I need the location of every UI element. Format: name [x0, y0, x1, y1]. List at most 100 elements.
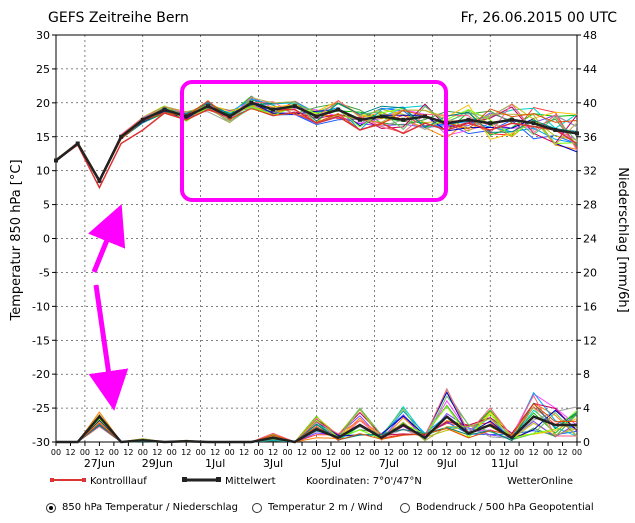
x-hour-label: 00 [340, 448, 350, 457]
x-hour-label: 12 [384, 448, 394, 457]
x-hour-label: 00 [51, 448, 61, 457]
chart-title: GEFS Zeitreihe Bern [48, 10, 189, 26]
x-date-label: 1Jul [205, 457, 225, 470]
mean-temp-point [423, 114, 427, 119]
option-850hpa-temp-precip[interactable]: 850 hPa Temperatur / Niederschlag [46, 502, 238, 513]
x-hour-label: 12 [355, 448, 365, 457]
x-hour-label: 12 [210, 448, 220, 457]
legend-mean-marker-end [216, 477, 221, 482]
y-tick-label: -15 [32, 334, 50, 347]
option-label: Bodendruck / 500 hPa Geopotential [416, 502, 594, 513]
x-hour-label: 00 [80, 448, 90, 457]
radio-icon [252, 502, 262, 513]
x-hour-label: 12 [557, 448, 567, 457]
y-tick-label: 10 [36, 165, 50, 178]
legend-mean-label: Mittelwert [225, 476, 276, 487]
y2-tick-label: 40 [583, 97, 597, 110]
x-hour-label: 00 [514, 448, 524, 457]
y-tick-label: 25 [36, 63, 50, 76]
member-temp-line [55, 95, 578, 183]
x-hour-label: 12 [442, 448, 452, 457]
y-tick-label: 20 [36, 97, 50, 110]
legend-mean-marker [182, 477, 187, 482]
mean-temp-point [184, 114, 189, 119]
y2-tick-label: 4 [583, 402, 590, 415]
x-hour-label: 12 [94, 448, 104, 457]
x-hour-label: 12 [297, 448, 307, 457]
x-hour-label: 12 [152, 448, 162, 457]
x-hour-label: 00 [167, 448, 177, 457]
mean-temp-point [488, 121, 493, 126]
y-tick-label: -5 [39, 266, 50, 279]
coordinates-label: Koordinaten: 7°0'/47°N [306, 476, 422, 487]
legend-control-marker-end [82, 478, 86, 482]
y2-tick-label: 44 [583, 63, 597, 76]
y-axis-label: Temperatur 850 hPa [°C] [9, 159, 24, 321]
y-tick-label: -20 [32, 368, 50, 381]
y-tick-label: 15 [36, 131, 50, 144]
mean-temp-point [54, 158, 58, 163]
legend-control-marker [50, 478, 54, 482]
arrow-up [88, 204, 126, 273]
x-hour-label: 12 [528, 448, 538, 457]
x-hour-label: 00 [485, 448, 495, 457]
x-hour-label: 12 [413, 448, 423, 457]
mean-temp-point [271, 107, 276, 112]
mean-temp-point [509, 117, 514, 122]
x-hour-label: 12 [268, 448, 278, 457]
x-hour-label: 00 [427, 448, 437, 457]
legend-control-label: Kontrolllauf [90, 476, 147, 487]
y2-tick-label: 48 [583, 29, 597, 42]
x-hour-label: 00 [109, 448, 119, 457]
mean-temp-point [227, 114, 232, 119]
x-date-label: 9Jul [437, 457, 457, 470]
y2-tick-label: 28 [583, 199, 597, 212]
mean-temp-point [401, 117, 406, 122]
y2-tick-label: 20 [583, 266, 597, 279]
x-hour-label: 00 [369, 448, 379, 457]
x-hour-label: 12 [471, 448, 481, 457]
y2-tick-label: 24 [583, 233, 597, 246]
x-date-label: 5Jul [321, 457, 341, 470]
x-hour-label: 00 [572, 448, 582, 457]
radio-selected-icon [46, 502, 56, 513]
option-temp-2m-wind[interactable]: Temperatur 2 m / Wind [252, 502, 383, 513]
x-hour-label: 00 [456, 448, 466, 457]
mean-temp-point [314, 114, 319, 119]
mean-temp-point [357, 117, 362, 122]
x-hour-label: 12 [181, 448, 191, 457]
x-date-label: 3Jul [263, 457, 283, 470]
x-hour-label: 00 [398, 448, 408, 457]
y2-tick-label: 16 [583, 300, 597, 313]
x-hour-label: 12 [239, 448, 249, 457]
x-hour-label: 12 [500, 448, 510, 457]
x-date-label: 11Jul [491, 457, 518, 470]
y2-tick-label: 36 [583, 131, 597, 144]
y2-axis-label: Niederschlag [mm/6h] [615, 167, 630, 312]
mean-precip-line [56, 414, 577, 444]
gefs-chart: GEFS Zeitreihe Bern Fr, 26.06.2015 00 UT… [9, 10, 630, 487]
mean-temp-point [206, 104, 210, 109]
y-tick-label: 0 [43, 233, 50, 246]
mean-temp-point [553, 128, 558, 132]
mean-temp-point [119, 134, 124, 139]
y-tick-label: -25 [32, 402, 50, 415]
y-tick-label: 5 [43, 199, 50, 212]
mean-temp-point [531, 121, 536, 126]
radio-icon [400, 502, 410, 513]
x-date-label: 29Jun [142, 457, 173, 470]
x-hour-label: 00 [254, 448, 264, 457]
option-pressure-geopotential[interactable]: Bodendruck / 500 hPa Geopotential [400, 502, 594, 513]
option-label: 850 hPa Temperatur / Niederschlag [62, 502, 238, 513]
x-hour-label: 12 [65, 448, 75, 457]
mean-temp-point [249, 100, 254, 105]
member-temp-line [55, 96, 578, 184]
mean-temp-point [140, 117, 145, 122]
highlight-box [180, 80, 448, 202]
mean-temp-point [575, 131, 579, 136]
y2-tick-label: 12 [583, 334, 597, 347]
mean-temp-point [379, 114, 384, 119]
y-tick-label: 30 [36, 29, 50, 42]
mean-temp-point [466, 117, 471, 122]
